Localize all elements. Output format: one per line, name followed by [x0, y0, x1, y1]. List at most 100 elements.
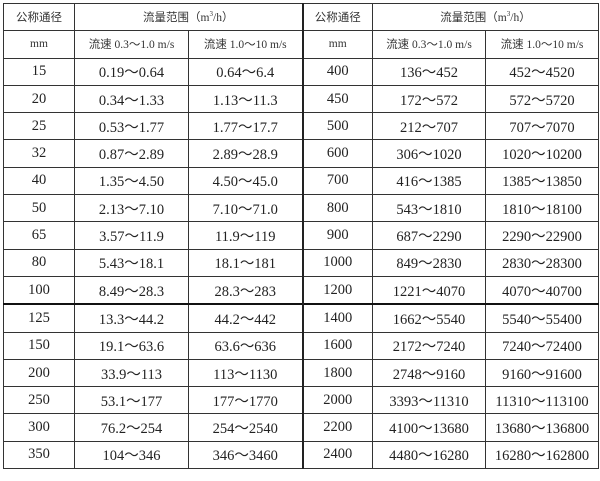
table-row: 32 0.87～2.89 2.89～28.9 600 306～1020 1020～1020… — [3, 139, 599, 168]
dn-cell-right: 1800 — [301, 358, 373, 388]
high-speed-range-cell: 63.6～636 — [188, 331, 303, 360]
low-speed-range-cell-right: 543～1810 — [372, 194, 486, 223]
table-row: 125 13.3～44.2 44.2～442 1400 1662～5540 5540～55… — [3, 303, 599, 333]
dn-header-right: 公称通径 — [301, 2, 373, 32]
dn-cell: 125 — [3, 303, 75, 333]
table-row: 150 19.1～63.6 63.6～636 1600 2172～7240 7240～72… — [3, 331, 599, 360]
low-speed-range-cell-right: 1662～5540 — [372, 303, 486, 333]
flow-range-sup: 3 — [506, 10, 511, 19]
dn-cell-right: 2000 — [301, 386, 373, 415]
high-speed-range-cell-right: 7240～72400 — [485, 331, 599, 360]
table-row: 300 76.2～254 254～2540 2200 4100～13680 13680～1… — [3, 413, 599, 442]
dn-cell-right: 2400 — [301, 440, 373, 470]
high-speed-range-cell-right: 452～4520 — [485, 57, 599, 86]
dn-cell: 200 — [3, 358, 75, 388]
header-row-1: 公称通径 流量范围（m3/h） 公称通径 流量范围（m3/h） — [3, 2, 599, 32]
dn-cell-right: 700 — [301, 166, 373, 196]
high-speed-range-cell-right: 1385～13850 — [485, 166, 599, 196]
high-speed-range-cell-right: 572～5720 — [485, 84, 599, 114]
high-speed-range-cell: 346～3460 — [188, 440, 303, 470]
low-speed-range-cell-right: 3393～11310 — [372, 386, 486, 415]
dn-cell-right: 1400 — [301, 303, 373, 333]
table-row: 350 104～346 346～3460 2400 4480～16280 16280～16… — [3, 440, 599, 470]
unit-header-right: mm — [301, 30, 373, 59]
low-speed-range-cell: 0.19～0.64 — [74, 57, 189, 86]
dn-cell: 100 — [3, 275, 75, 305]
low-speed-range-cell-right: 416～1385 — [372, 166, 486, 196]
dn-cell: 25 — [3, 112, 75, 141]
high-speed-range-cell-right: 9160～91600 — [485, 358, 599, 388]
flow-range-header-right: 流量范围（m3/h） — [372, 2, 599, 32]
high-speed-range-cell: 113～1130 — [188, 358, 303, 388]
high-speed-range-cell-right: 707～7070 — [485, 112, 599, 141]
high-speed-range-cell: 11.9～119 — [188, 221, 303, 250]
unit-header: mm — [3, 30, 75, 59]
low-speed-range-cell: 5.43～18.1 — [74, 248, 189, 277]
table-row: 80 5.43～18.1 18.1～181 1000 849～2830 2830～2830… — [3, 248, 599, 277]
low-speed-range-cell-right: 1221～4070 — [372, 275, 486, 305]
speed-low-header: 流速 0.3～1.0 m/s — [74, 30, 189, 59]
high-speed-range-cell-right: 2830～28300 — [485, 248, 599, 277]
high-speed-range-cell: 254～2540 — [188, 413, 303, 442]
low-speed-range-cell-right: 4480～16280 — [372, 440, 486, 470]
high-speed-range-cell: 1.13～11.3 — [188, 84, 303, 114]
low-speed-range-cell-right: 2748～9160 — [372, 358, 486, 388]
dn-cell-right: 400 — [301, 57, 373, 86]
dn-header: 公称通径 — [3, 2, 75, 32]
dn-cell: 50 — [3, 194, 75, 223]
high-speed-range-cell-right: 11310～113100 — [485, 386, 599, 415]
low-speed-range-cell-right: 687～2290 — [372, 221, 486, 250]
flow-range-header: 流量范围（m3/h） — [74, 2, 303, 32]
dn-cell-right: 1000 — [301, 248, 373, 277]
high-speed-range-cell: 28.3～283 — [188, 275, 303, 305]
low-speed-range-cell-right: 849～2830 — [372, 248, 486, 277]
low-speed-range-cell: 8.49～28.3 — [74, 275, 189, 305]
dn-cell-right: 600 — [301, 139, 373, 168]
low-speed-range-cell: 3.57～11.9 — [74, 221, 189, 250]
low-speed-range-cell: 0.87～2.89 — [74, 139, 189, 168]
low-speed-range-cell-right: 172～572 — [372, 84, 486, 114]
high-speed-range-cell: 2.89～28.9 — [188, 139, 303, 168]
low-speed-range-cell-right: 136～452 — [372, 57, 486, 86]
dn-cell: 150 — [3, 331, 75, 360]
header-row-2: mm 流速 0.3～1.0 m/s 流速 1.0～10 m/s mm 流速 0.… — [3, 30, 599, 59]
low-speed-range-cell: 19.1～63.6 — [74, 331, 189, 360]
high-speed-range-cell: 44.2～442 — [188, 303, 303, 333]
dn-cell: 250 — [3, 386, 75, 415]
high-speed-range-cell: 4.50～45.0 — [188, 166, 303, 196]
table-row: 25 0.53～1.77 1.77～17.7 500 212～707 707～7070 — [3, 112, 599, 141]
high-speed-range-cell-right: 13680～136800 — [485, 413, 599, 442]
flow-range-label: 流量范围（m — [440, 12, 507, 25]
low-speed-range-cell: 53.1～177 — [74, 386, 189, 415]
high-speed-range-cell: 1.77～17.7 — [188, 112, 303, 141]
high-speed-range-cell-right: 16280～162800 — [485, 440, 599, 470]
table-row: 15 0.19～0.64 0.64～6.4 400 136～452 452～4520 — [3, 57, 599, 86]
low-speed-range-cell-right: 4100～13680 — [372, 413, 486, 442]
flow-range-unit: /h） — [213, 12, 234, 25]
low-speed-range-cell-right: 2172～7240 — [372, 331, 486, 360]
table-row: 40 1.35～4.50 4.50～45.0 700 416～1385 1385～1385… — [3, 166, 599, 196]
dn-cell-right: 900 — [301, 221, 373, 250]
high-speed-range-cell: 7.10～71.0 — [188, 194, 303, 223]
flow-range-label: 流量范围（m — [143, 12, 210, 25]
table-row: 200 33.9～113 113～1130 1800 2748～9160 9160～916… — [3, 358, 599, 388]
low-speed-range-cell: 104～346 — [74, 440, 189, 470]
dn-cell-right: 500 — [301, 112, 373, 141]
high-speed-range-cell: 18.1～181 — [188, 248, 303, 277]
high-speed-range-cell-right: 5540～55400 — [485, 303, 599, 333]
table-row: 20 0.34～1.33 1.13～11.3 450 172～572 572～5720 — [3, 84, 599, 114]
high-speed-range-cell-right: 1020～10200 — [485, 139, 599, 168]
dn-cell-right: 800 — [301, 194, 373, 223]
flow-range-table: 公称通径 流量范围（m3/h） 公称通径 流量范围（m3/h） mm 流速 0.… — [3, 2, 599, 470]
low-speed-range-cell-right: 212～707 — [372, 112, 486, 141]
high-speed-range-cell: 0.64～6.4 — [188, 57, 303, 86]
high-speed-range-cell: 177～1770 — [188, 386, 303, 415]
low-speed-range-cell-right: 306～1020 — [372, 139, 486, 168]
low-speed-range-cell: 33.9～113 — [74, 358, 189, 388]
high-speed-range-cell-right: 2290～22900 — [485, 221, 599, 250]
speed-high-header: 流速 1.0～10 m/s — [188, 30, 303, 59]
table-row: 50 2.13～7.10 7.10～71.0 800 543～1810 1810～1810… — [3, 194, 599, 223]
flow-range-sup: 3 — [209, 10, 214, 19]
high-speed-range-cell-right: 1810～18100 — [485, 194, 599, 223]
dn-cell-right: 450 — [301, 84, 373, 114]
